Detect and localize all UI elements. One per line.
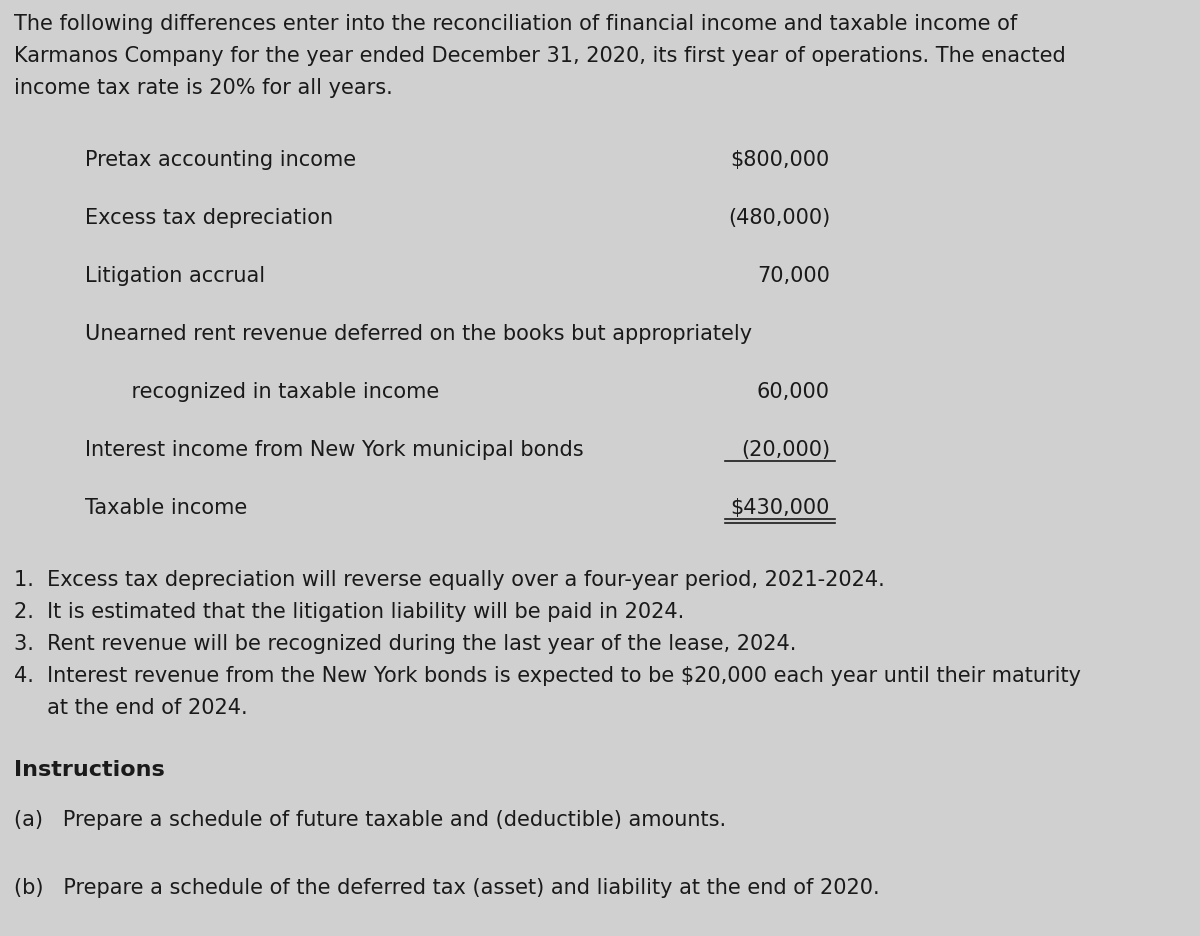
Text: Litigation accrual: Litigation accrual: [85, 266, 265, 285]
Text: Taxable income: Taxable income: [85, 497, 247, 518]
Text: 3.  Rent revenue will be recognized during the last year of the lease, 2024.: 3. Rent revenue will be recognized durin…: [14, 634, 797, 653]
Text: 60,000: 60,000: [757, 382, 830, 402]
Text: (a)   Prepare a schedule of future taxable and (deductible) amounts.: (a) Prepare a schedule of future taxable…: [14, 809, 726, 829]
Text: $430,000: $430,000: [731, 497, 830, 518]
Text: Pretax accounting income: Pretax accounting income: [85, 150, 356, 169]
Text: (20,000): (20,000): [740, 440, 830, 460]
Text: at the end of 2024.: at the end of 2024.: [14, 697, 247, 717]
Text: Karmanos Company for the year ended December 31, 2020, its first year of operati: Karmanos Company for the year ended Dece…: [14, 46, 1066, 66]
Text: (b)   Prepare a schedule of the deferred tax (asset) and liability at the end of: (b) Prepare a schedule of the deferred t…: [14, 877, 880, 897]
Text: Interest income from New York municipal bonds: Interest income from New York municipal …: [85, 440, 583, 460]
Text: Unearned rent revenue deferred on the books but appropriately: Unearned rent revenue deferred on the bo…: [85, 324, 752, 344]
Text: 70,000: 70,000: [757, 266, 830, 285]
Text: Instructions: Instructions: [14, 759, 164, 779]
Text: The following differences enter into the reconciliation of financial income and : The following differences enter into the…: [14, 14, 1018, 34]
Text: Excess tax depreciation: Excess tax depreciation: [85, 208, 334, 227]
Text: income tax rate is 20% for all years.: income tax rate is 20% for all years.: [14, 78, 392, 98]
Text: 2.  It is estimated that the litigation liability will be paid in 2024.: 2. It is estimated that the litigation l…: [14, 601, 684, 622]
Text: 4.  Interest revenue from the New York bonds is expected to be $20,000 each year: 4. Interest revenue from the New York bo…: [14, 665, 1081, 685]
Text: 1.  Excess tax depreciation will reverse equally over a four-year period, 2021-2: 1. Excess tax depreciation will reverse …: [14, 569, 884, 590]
Text: $800,000: $800,000: [731, 150, 830, 169]
Text: (480,000): (480,000): [727, 208, 830, 227]
Text: recognized in taxable income: recognized in taxable income: [106, 382, 439, 402]
